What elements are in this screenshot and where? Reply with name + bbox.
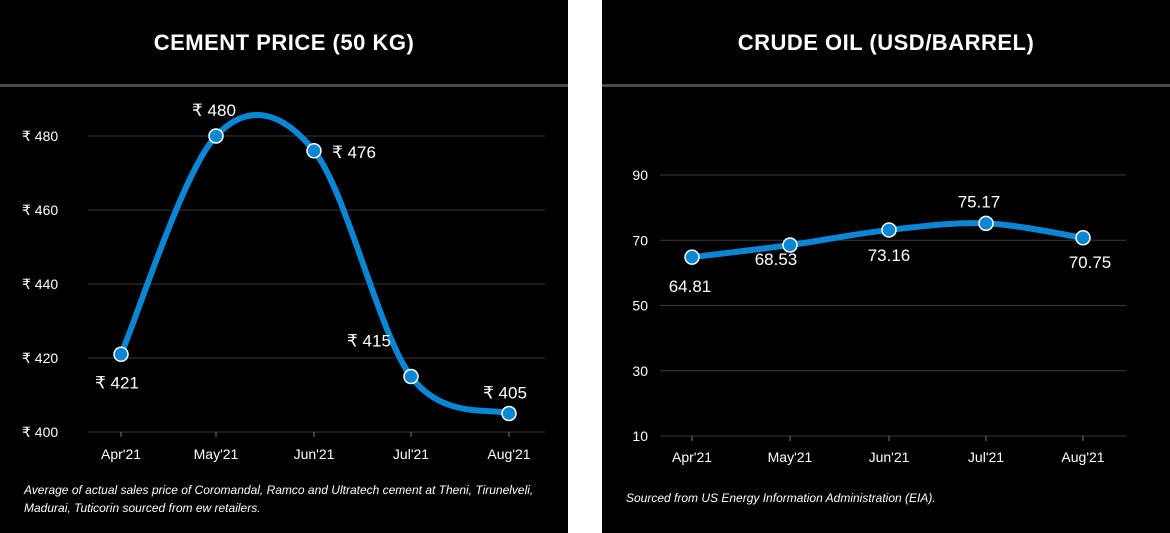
y-tick-label: ₹ 460 <box>22 202 58 218</box>
series-line <box>118 111 512 417</box>
data-point <box>978 215 994 232</box>
y-tick-label: 10 <box>632 428 648 444</box>
x-tick-label: Apr'21 <box>672 449 712 465</box>
data-point <box>306 143 322 159</box>
crude-oil-chart: 10 30 50 70 90 Apr'21 May'21 Jun'21 Jul'21 Aug'21… <box>632 167 1126 465</box>
cement-chart-title: CEMENT PRICE (50 KG) <box>153 30 415 55</box>
data-label: 75.17 <box>958 192 1001 211</box>
data-point <box>403 368 419 385</box>
data-point <box>1075 230 1091 246</box>
data-point <box>113 346 129 363</box>
crude-oil-panel: CRUDE OIL (USD/BARREL) 10 30 50 70 90 Apr'21 M… <box>602 0 1170 533</box>
y-tick-label: ₹ 400 <box>22 424 58 440</box>
x-tick-label: Jun'21 <box>294 446 335 462</box>
x-tick-label: Apr'21 <box>101 446 141 462</box>
x-tick-label: Aug'21 <box>1061 449 1104 465</box>
x-tick-label: May'21 <box>194 446 239 462</box>
data-point <box>782 237 798 253</box>
x-tick-label: Jun'21 <box>869 449 910 465</box>
data-point <box>501 405 517 422</box>
y-tick-label: ₹ 420 <box>22 350 58 366</box>
x-tick-label: Aug'21 <box>487 446 530 462</box>
cement-price-panel: CEMENT PRICE (50 KG) ₹ 400 ₹ 420 ₹ 440 ₹ 46… <box>0 0 568 533</box>
data-label: 68.53 <box>755 250 798 269</box>
crude-footnote: Sourced from US Energy Information Admin… <box>626 491 936 505</box>
data-point <box>881 222 897 238</box>
data-label: ₹ 421 <box>95 373 139 392</box>
x-tick-label: Jul'21 <box>393 446 429 462</box>
y-tick-label: 50 <box>632 298 648 314</box>
data-label: ₹ 476 <box>332 143 376 162</box>
data-label: 64.81 <box>669 277 712 296</box>
y-tick-label: 30 <box>632 363 648 379</box>
data-point <box>208 128 224 144</box>
y-tick-label: 90 <box>632 167 648 183</box>
crude-chart-title: CRUDE OIL (USD/BARREL) <box>737 30 1035 55</box>
y-tick-label: 70 <box>632 232 648 248</box>
data-label: 73.16 <box>868 246 911 265</box>
data-label: ₹ 415 <box>347 332 391 351</box>
cement-price-chart: ₹ 400 ₹ 420 ₹ 440 ₹ 460 ₹ 480 Apr'21 May'21 Jun… <box>22 101 545 462</box>
data-label: ₹ 480 <box>192 101 236 120</box>
title-divider <box>602 84 1170 87</box>
data-point <box>684 249 700 265</box>
x-tick-label: Jul'21 <box>968 449 1004 465</box>
x-tick-label: May'21 <box>768 449 813 465</box>
title-divider <box>0 84 568 87</box>
cement-footnote: Average of actual sales price of Coroman… <box>24 483 534 515</box>
y-tick-label: ₹ 480 <box>22 128 58 144</box>
data-label: ₹ 405 <box>483 384 527 403</box>
y-tick-label: ₹ 440 <box>22 276 58 292</box>
data-label: 70.75 <box>1069 253 1112 272</box>
